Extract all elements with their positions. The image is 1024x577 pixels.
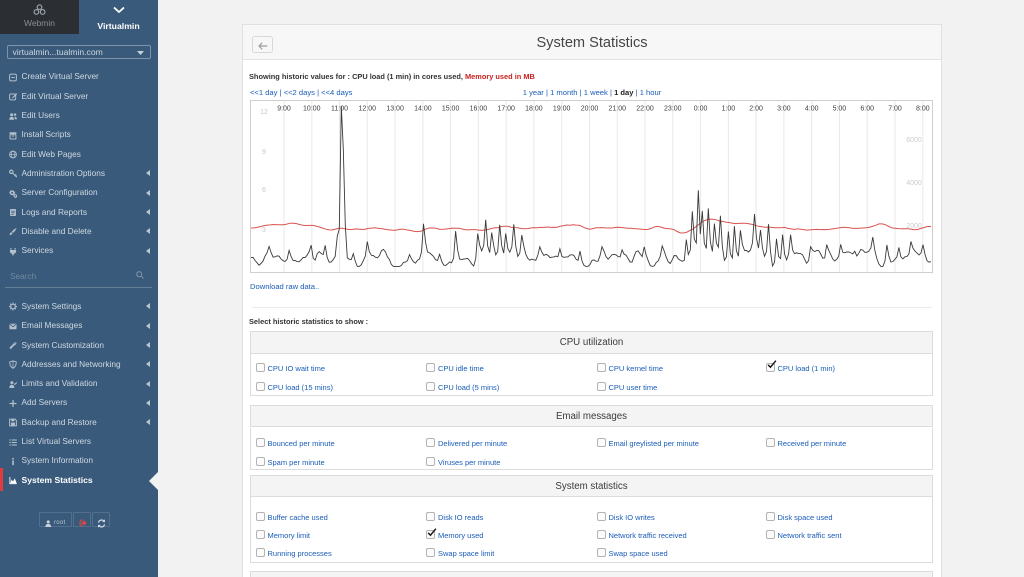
- svg-text:4000: 4000: [906, 180, 922, 187]
- svg-text:9:00: 9:00: [277, 106, 291, 113]
- svg-text:12: 12: [260, 109, 268, 116]
- svg-text:22:00: 22:00: [636, 106, 654, 113]
- svg-text:0:00: 0:00: [694, 106, 708, 113]
- svg-text:11:00: 11:00: [331, 106, 348, 113]
- svg-text:8:00: 8:00: [916, 106, 930, 113]
- svg-text:18:00: 18:00: [525, 106, 543, 113]
- svg-text:6: 6: [262, 187, 266, 194]
- svg-text:6:00: 6:00: [860, 106, 874, 113]
- svg-text:12:00: 12:00: [359, 106, 377, 113]
- svg-text:15:00: 15:00: [442, 106, 460, 113]
- svg-text:2000: 2000: [906, 223, 922, 230]
- svg-text:14:00: 14:00: [414, 106, 432, 113]
- svg-text:1:00: 1:00: [722, 106, 736, 113]
- svg-text:4:00: 4:00: [805, 106, 819, 113]
- svg-text:3: 3: [262, 227, 266, 234]
- svg-text:9: 9: [262, 149, 266, 156]
- svg-text:13:00: 13:00: [386, 106, 404, 113]
- svg-text:17:00: 17:00: [497, 106, 515, 113]
- svg-text:2:00: 2:00: [749, 106, 763, 113]
- svg-text:10:00: 10:00: [303, 106, 321, 113]
- svg-text:7:00: 7:00: [888, 106, 902, 113]
- svg-text:16:00: 16:00: [470, 106, 488, 113]
- svg-text:20:00: 20:00: [581, 106, 599, 113]
- svg-text:6000: 6000: [906, 137, 922, 144]
- svg-text:23:00: 23:00: [664, 106, 682, 113]
- svg-text:19:00: 19:00: [553, 106, 571, 113]
- svg-text:21:00: 21:00: [609, 106, 627, 113]
- svg-text:5:00: 5:00: [833, 106, 847, 113]
- svg-text:3:00: 3:00: [777, 106, 791, 113]
